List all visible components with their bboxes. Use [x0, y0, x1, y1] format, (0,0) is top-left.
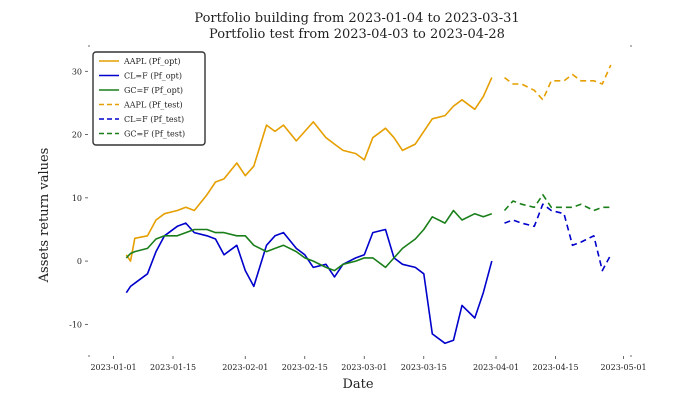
axes-group: -10 0 10 20 30 2023-01-01 2023-01-15 2023-02-01… [69, 45, 647, 372]
y-tick-label: 20 [72, 131, 82, 140]
chart-title: Portfolio building from 2023-01-04 to 20… [194, 11, 519, 26]
x-tick-label: 2023-01-01 [90, 363, 136, 372]
x-axis-label: Date [342, 377, 373, 392]
legend-entry-label: AAPL (Pf_test) [123, 101, 183, 110]
x-tick-label: 2023-04-15 [532, 363, 578, 372]
series-line-cl-f-pf-opt [125, 222, 493, 345]
chart-subtitle: Portfolio test from 2023-04-03 to 2023-0… [209, 27, 505, 42]
series-line-gc-f-pf-opt [125, 209, 493, 272]
y-tick-label: 10 [72, 194, 82, 203]
legend-entry-label: CL=F (Pf_opt) [124, 72, 182, 81]
x-tick-label: 2023-05-01 [600, 363, 646, 372]
y-axis-label: Assets return values [37, 148, 52, 284]
y-tick-label: 0 [77, 257, 82, 266]
y-tick-label: -10 [69, 320, 82, 329]
series-line-aapl-pf-test [504, 64, 612, 101]
series-line-aapl-pf-opt [125, 77, 493, 262]
legend-entry-label: AAPL (Pf_opt) [123, 57, 181, 66]
x-tick-label: 2023-03-15 [401, 363, 447, 372]
x-tick-label: 2023-02-15 [282, 363, 328, 372]
legend-entry-label: GC=F (Pf_test) [124, 130, 185, 139]
y-tick-label: 30 [72, 67, 82, 76]
x-tick-label: 2023-01-15 [150, 363, 196, 372]
series-line-gc-f-pf-test [503, 193, 611, 212]
legend-entry-label: GC=F (Pf_opt) [124, 86, 183, 95]
legend-entry-label: CL=F (Pf_test) [124, 115, 184, 124]
x-tick-label: 2023-03-01 [341, 363, 387, 372]
series-lines-group [125, 64, 612, 345]
x-tick-label: 2023-04-01 [473, 363, 519, 372]
series-line-cl-f-pf-test [504, 203, 612, 272]
x-tick-label: 2023-02-01 [222, 363, 268, 372]
legend: AAPL (Pf_opt) CL=F (Pf_opt) GC=F (Pf_opt) A… [92, 51, 206, 146]
legend-box [92, 51, 206, 146]
